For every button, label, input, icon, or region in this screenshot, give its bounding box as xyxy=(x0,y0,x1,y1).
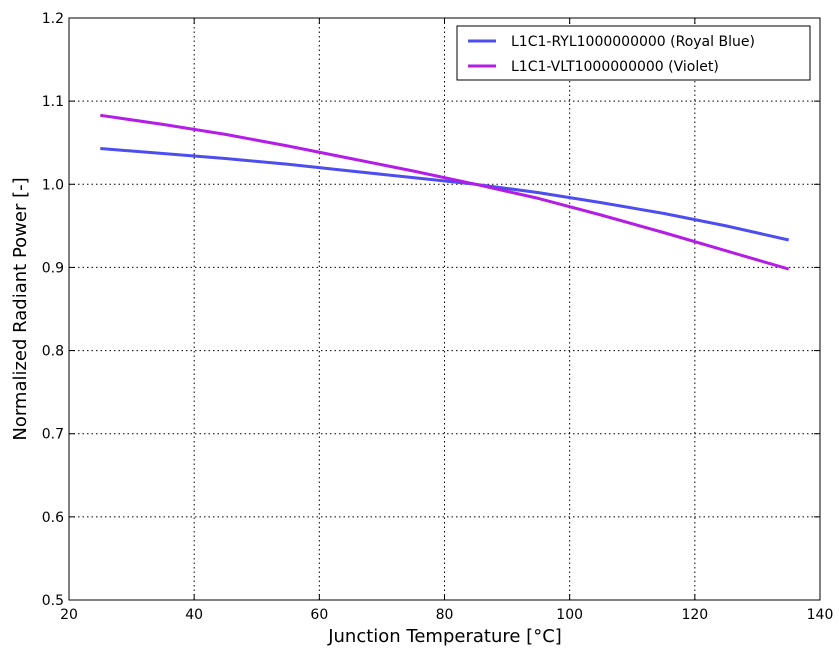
x-tick-label: 20 xyxy=(60,607,78,623)
y-tick-label: 1.2 xyxy=(42,11,64,27)
plot-frame xyxy=(68,17,821,601)
legend: L1C1-RYL1000000000 (Royal Blue) L1C1-VLT… xyxy=(456,25,811,81)
y-tick-label: 1.1 xyxy=(42,94,64,110)
x-tick-label: 140 xyxy=(807,607,834,623)
series-line-violet xyxy=(100,113,790,271)
ticks xyxy=(68,17,821,601)
x-axis-label: Junction Temperature [°C] xyxy=(327,626,562,647)
legend-box xyxy=(456,25,811,81)
y-tick-label: 0.7 xyxy=(42,427,64,443)
legend-label-royal-blue: L1C1-RYL1000000000 (Royal Blue) xyxy=(511,34,755,50)
y-tick-label: 1.0 xyxy=(42,177,64,193)
x-tick-label: 40 xyxy=(185,607,203,623)
x-tick-label: 60 xyxy=(310,607,328,623)
y-axis-label: Normalized Radiant Power [-] xyxy=(10,177,31,440)
series-line-royal-blue xyxy=(100,147,790,242)
x-tick-label: 120 xyxy=(681,607,708,623)
x-tick-label: 100 xyxy=(556,607,583,623)
grid xyxy=(69,18,820,600)
tick-labels: 20 40 60 80 100 120 140 0.5 0.6 0.7 0.8 0.9 1.0 1.1 1.… xyxy=(42,11,834,623)
x-tick-label: 80 xyxy=(436,607,454,623)
y-tick-label: 0.8 xyxy=(42,344,64,360)
y-tick-label: 0.9 xyxy=(42,260,64,276)
y-tick-label: 0.5 xyxy=(42,593,64,609)
y-tick-label: 0.6 xyxy=(42,510,64,526)
legend-label-violet: L1C1-VLT1000000000 (Violet) xyxy=(511,59,719,75)
series-layer xyxy=(100,113,790,271)
